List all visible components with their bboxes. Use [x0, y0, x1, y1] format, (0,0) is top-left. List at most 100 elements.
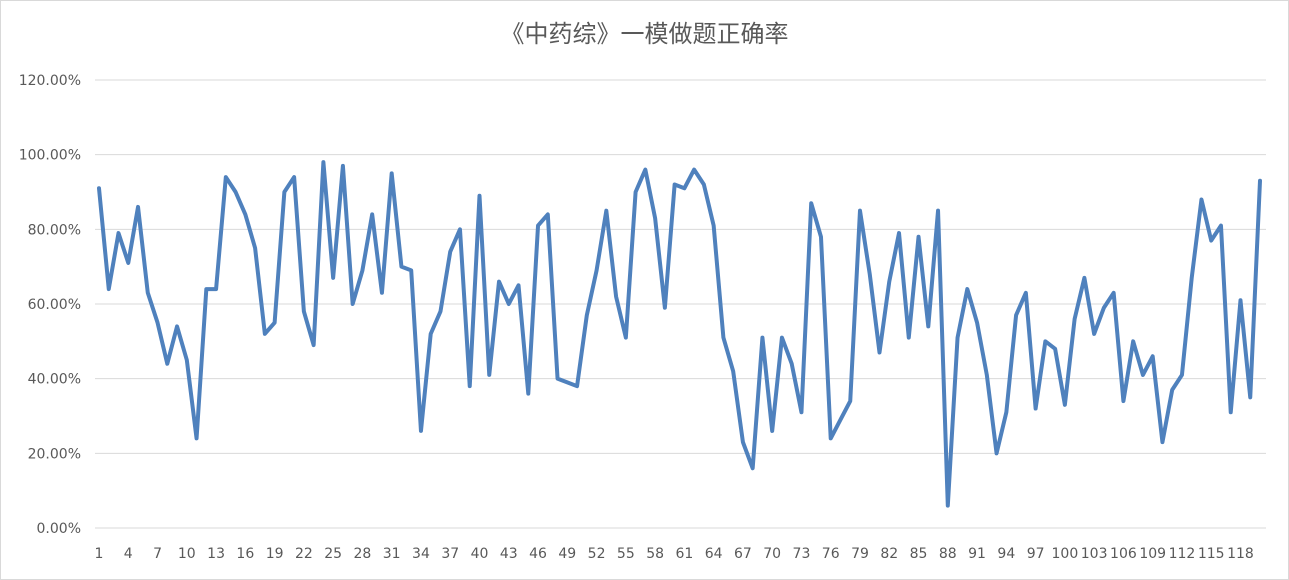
data-point — [1171, 389, 1173, 391]
x-axis-tick-labels: 1 4 7 10 13 16 19 22 25 28 31 34 37 40 43 46 49 52 55 58 61 6… — [95, 546, 1254, 562]
y-tick-label: 100.00% — [19, 148, 81, 164]
x-tick-label: 106 — [1110, 546, 1137, 562]
data-point — [1103, 307, 1105, 309]
data-point — [449, 251, 451, 253]
data-point — [1113, 292, 1115, 294]
x-tick-label: 22 — [295, 546, 313, 562]
x-tick-label: 76 — [822, 546, 840, 562]
x-tick-label: 13 — [207, 546, 225, 562]
data-point — [1249, 396, 1251, 398]
x-tick-label: 10 — [178, 546, 196, 562]
data-point — [703, 184, 705, 186]
data-point — [381, 292, 383, 294]
data-point — [791, 363, 793, 365]
data-point — [469, 385, 471, 387]
x-tick-label: 61 — [675, 546, 693, 562]
data-point — [498, 281, 500, 283]
data-point — [664, 307, 666, 309]
data-point — [615, 296, 617, 298]
data-point — [879, 352, 881, 354]
x-tick-label: 64 — [705, 546, 723, 562]
x-tick-label: 94 — [997, 546, 1015, 562]
data-point — [820, 236, 822, 238]
data-point — [1064, 404, 1066, 406]
data-point — [839, 419, 841, 421]
data-point — [742, 441, 744, 443]
y-tick-label: 40.00% — [28, 372, 81, 388]
data-point — [625, 337, 627, 339]
data-point — [810, 202, 812, 204]
x-tick-label: 82 — [880, 546, 898, 562]
data-point — [283, 191, 285, 193]
data-point — [752, 467, 754, 469]
data-point — [1122, 400, 1124, 402]
gridlines — [95, 79, 1266, 529]
data-point — [1152, 355, 1154, 357]
data-point — [654, 217, 656, 219]
data-point — [898, 232, 900, 234]
y-tick-label: 20.00% — [28, 446, 81, 462]
series-layer — [97, 160, 1262, 508]
data-point — [1132, 340, 1134, 342]
x-tick-label: 100 — [1052, 546, 1079, 562]
data-point — [557, 378, 559, 380]
data-point — [976, 322, 978, 324]
data-point — [527, 393, 529, 395]
data-point — [1035, 408, 1037, 410]
data-point — [303, 310, 305, 312]
x-tick-label: 55 — [617, 546, 635, 562]
data-point — [1025, 292, 1027, 294]
x-tick-label: 67 — [734, 546, 752, 562]
x-tick-label: 31 — [383, 546, 401, 562]
data-point — [596, 269, 598, 271]
x-tick-label: 46 — [529, 546, 547, 562]
data-point — [166, 363, 168, 365]
data-point — [713, 225, 715, 227]
data-point — [1142, 374, 1144, 376]
data-point — [352, 303, 354, 305]
data-point — [1210, 240, 1212, 242]
data-point — [1191, 277, 1193, 279]
data-point — [244, 213, 246, 215]
data-point — [157, 322, 159, 324]
data-point — [1259, 180, 1261, 182]
data-point — [888, 281, 890, 283]
data-point — [1083, 277, 1085, 279]
data-point — [205, 288, 207, 290]
data-point — [547, 213, 549, 215]
data-point — [1220, 225, 1222, 227]
x-tick-label: 40 — [471, 546, 489, 562]
data-point — [800, 411, 802, 413]
x-tick-label: 28 — [354, 546, 372, 562]
data-point — [108, 288, 110, 290]
data-point — [576, 385, 578, 387]
data-point — [196, 437, 198, 439]
data-point — [420, 430, 422, 432]
x-tick-label: 109 — [1139, 546, 1166, 562]
x-tick-label: 16 — [236, 546, 254, 562]
x-tick-label: 118 — [1227, 546, 1254, 562]
data-point — [1054, 348, 1056, 350]
data-point — [693, 169, 695, 171]
x-tick-label: 112 — [1169, 546, 1196, 562]
x-tick-label: 58 — [646, 546, 664, 562]
x-tick-label: 88 — [939, 546, 957, 562]
data-point — [869, 273, 871, 275]
data-point — [732, 370, 734, 372]
data-point — [1074, 318, 1076, 320]
data-point — [1015, 314, 1017, 316]
data-point — [927, 325, 929, 327]
data-point — [781, 337, 783, 339]
data-point — [937, 210, 939, 212]
x-tick-label: 97 — [1027, 546, 1045, 562]
data-point — [635, 191, 637, 193]
data-point — [761, 337, 763, 339]
x-tick-label: 49 — [558, 546, 576, 562]
x-tick-label: 7 — [153, 546, 162, 562]
data-point — [1200, 198, 1202, 200]
data-point — [254, 247, 256, 249]
x-tick-label: 1 — [95, 546, 104, 562]
x-tick-label: 91 — [968, 546, 986, 562]
data-point — [439, 310, 441, 312]
